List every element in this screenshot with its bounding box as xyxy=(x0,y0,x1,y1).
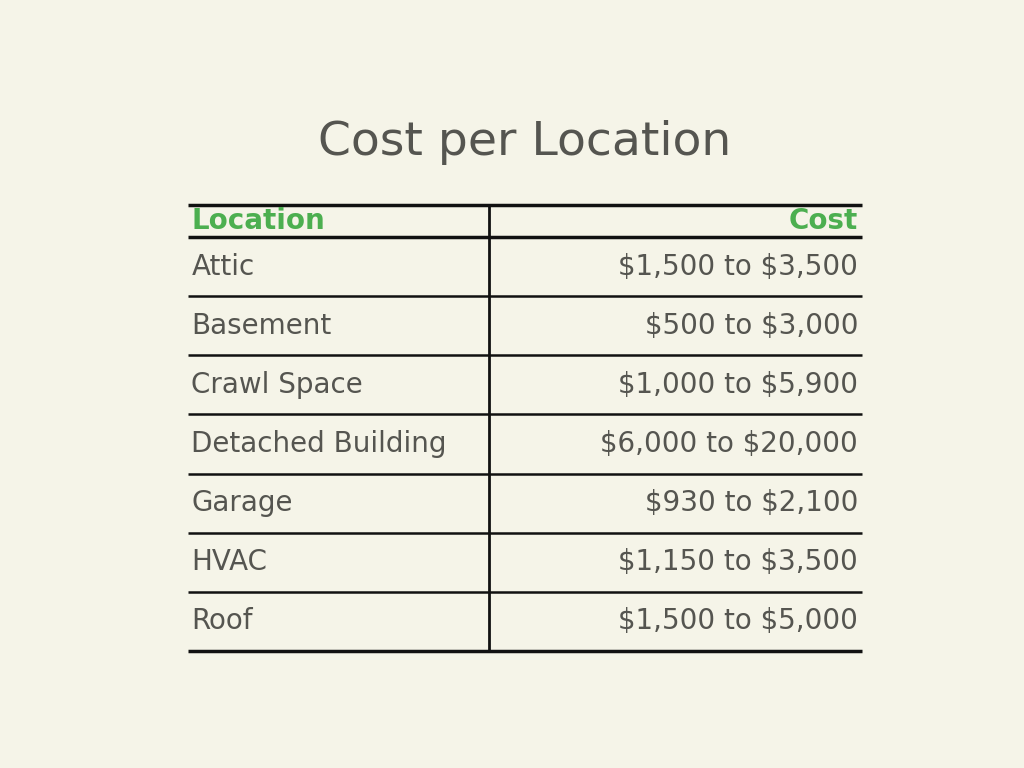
Text: Roof: Roof xyxy=(191,607,253,635)
Text: \$6,000 to \$20,000: \$6,000 to \$20,000 xyxy=(600,430,858,458)
Text: \$1,150 to \$3,500: \$1,150 to \$3,500 xyxy=(618,548,858,576)
Text: HVAC: HVAC xyxy=(191,548,267,576)
Text: Cost per Location: Cost per Location xyxy=(318,120,731,165)
Text: Detached Building: Detached Building xyxy=(191,430,447,458)
Text: \$930 to \$2,100: \$930 to \$2,100 xyxy=(645,489,858,517)
Text: Location: Location xyxy=(191,207,326,235)
Text: Cost: Cost xyxy=(788,207,858,235)
Text: \$500 to \$3,000: \$500 to \$3,000 xyxy=(645,312,858,339)
Text: Crawl Space: Crawl Space xyxy=(191,371,364,399)
Text: \$1,500 to \$3,500: \$1,500 to \$3,500 xyxy=(618,253,858,280)
Text: \$1,000 to \$5,900: \$1,000 to \$5,900 xyxy=(618,371,858,399)
Text: Garage: Garage xyxy=(191,489,293,517)
Text: Basement: Basement xyxy=(191,312,332,339)
Text: \$1,500 to \$5,000: \$1,500 to \$5,000 xyxy=(618,607,858,635)
Text: Attic: Attic xyxy=(191,253,255,280)
